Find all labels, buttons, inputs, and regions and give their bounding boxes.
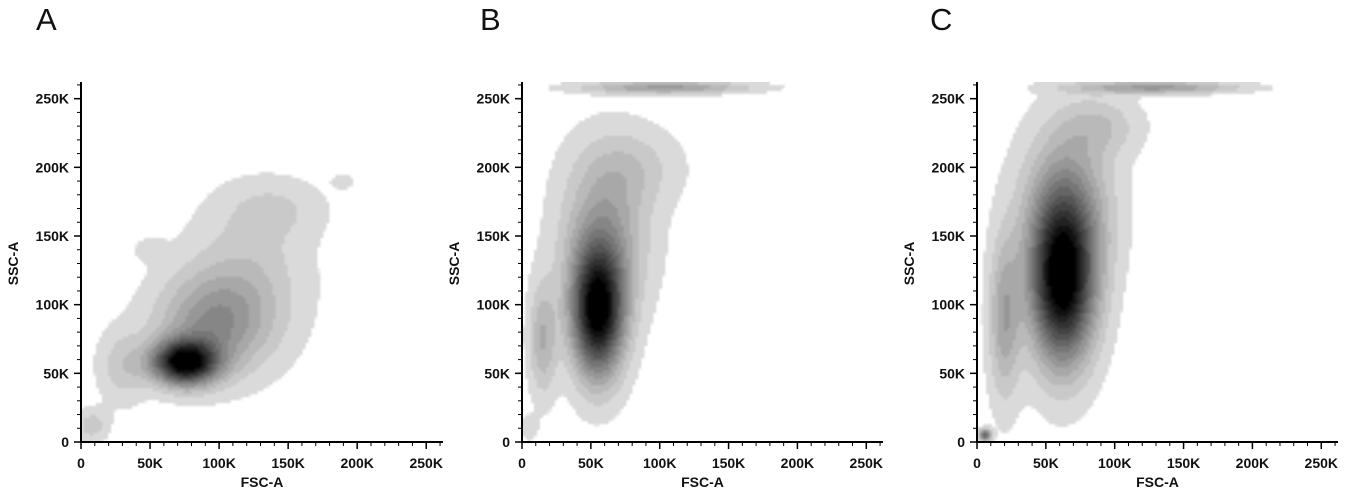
- x-tick-label: 250K: [409, 455, 442, 471]
- x-tick-label: 200K: [1236, 455, 1269, 471]
- y-tick-label: 0: [502, 434, 510, 450]
- x-tick-label: 150K: [271, 455, 304, 471]
- y-tick-label: 50K: [939, 365, 965, 381]
- x-tick-label: 200K: [340, 455, 373, 471]
- x-tick-label: 250K: [1305, 455, 1338, 471]
- x-tick-label: 0: [518, 455, 526, 471]
- panel-c: 0 50K 100K 150K 200K 250K 0 50K 100K 150K 200K 250K…: [901, 82, 1338, 490]
- y-axis-title: SSC-A: [901, 242, 917, 286]
- density-map-b: [522, 82, 883, 442]
- x-tick-label: 100K: [202, 455, 235, 471]
- y-tick-label: 250K: [932, 91, 965, 107]
- y-tick-label: 50K: [43, 365, 69, 381]
- panel-label-b: B: [480, 2, 501, 37]
- y-tick-label: 200K: [932, 159, 965, 175]
- x-tick-label: 50K: [578, 455, 604, 471]
- density-map-c: [977, 82, 1338, 442]
- x-tick-label: 100K: [1098, 455, 1131, 471]
- x-axis-title: FSC-A: [1136, 474, 1179, 490]
- y-tick-label: 150K: [477, 228, 510, 244]
- y-tick-label: 200K: [477, 159, 510, 175]
- x-axis-title: FSC-A: [681, 474, 724, 490]
- panel-b: 0 50K 100K 150K 200K 250K 0 50K 100K 150K 200K 250K…: [446, 82, 883, 490]
- y-tick-label: 100K: [932, 297, 965, 313]
- y-tick-label: 50K: [484, 365, 510, 381]
- y-tick-label: 150K: [36, 228, 69, 244]
- density-map-a: [81, 82, 443, 442]
- panel-label-c: C: [930, 2, 953, 37]
- panel-label-a: A: [36, 2, 57, 37]
- y-axis-title: SSC-A: [446, 242, 462, 286]
- x-axis-title: FSC-A: [241, 474, 284, 490]
- x-tick-label: 150K: [1167, 455, 1200, 471]
- y-tick-label: 250K: [36, 91, 69, 107]
- y-tick-label: 100K: [36, 297, 69, 313]
- y-tick-label: 0: [957, 434, 965, 450]
- x-tick-label: 100K: [643, 455, 676, 471]
- y-axis-title: SSC-A: [5, 242, 21, 286]
- y-tick-label: 100K: [477, 297, 510, 313]
- x-tick-label: 250K: [850, 455, 883, 471]
- x-tick-label: 50K: [1033, 455, 1059, 471]
- y-tick-label: 200K: [36, 159, 69, 175]
- y-tick-label: 0: [61, 434, 69, 450]
- x-tick-label: 0: [973, 455, 981, 471]
- y-tick-label: 250K: [477, 91, 510, 107]
- x-tick-label: 0: [77, 455, 85, 471]
- y-tick-label: 150K: [932, 228, 965, 244]
- x-tick-label: 150K: [712, 455, 745, 471]
- x-tick-label: 200K: [781, 455, 814, 471]
- x-tick-label: 50K: [137, 455, 163, 471]
- panel-a: 0 50K 100K 150K 200K 250K 0 50K 100K 150K 200K 250K…: [5, 82, 443, 490]
